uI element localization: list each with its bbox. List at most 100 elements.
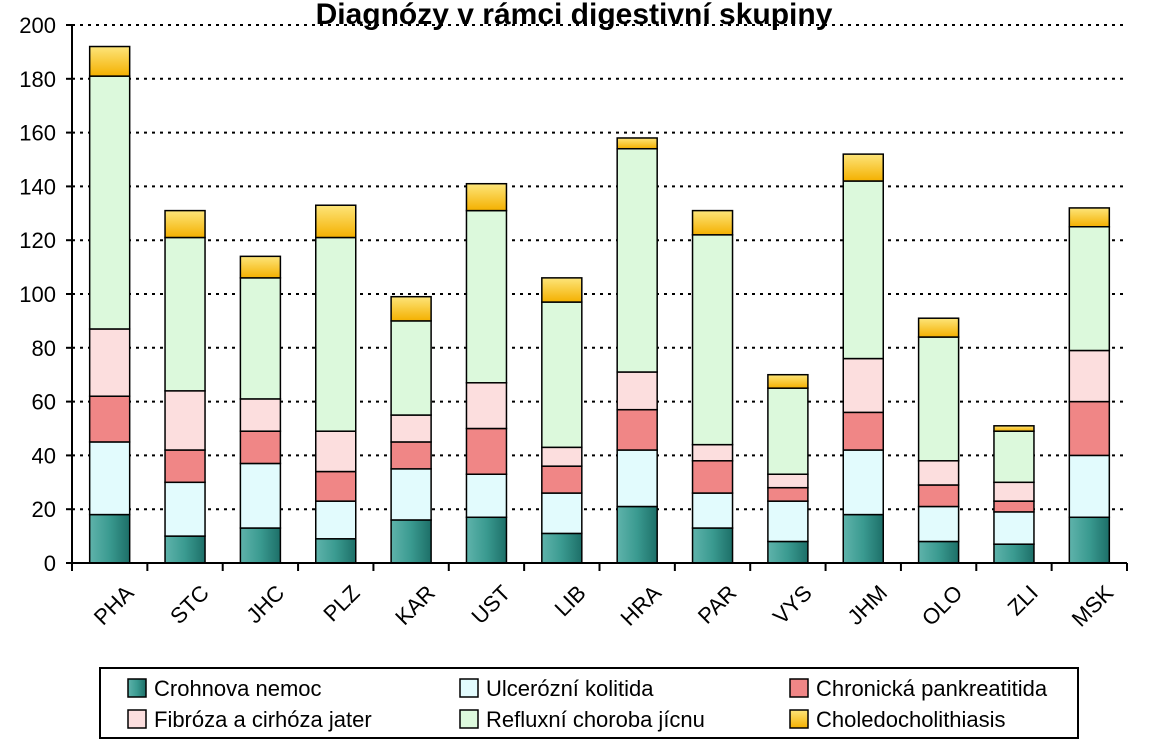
bar-ust-1 (465, 516, 508, 564)
x-tick-label-msk: MSK (1067, 580, 1119, 632)
bar-vys-6 (767, 373, 809, 389)
bar-ust-3 (465, 427, 508, 475)
legend-label-3: Chronická pankreatitida (816, 676, 1048, 701)
bar-plz-5 (315, 236, 357, 432)
bar-msk-1 (1068, 516, 1111, 564)
bar-stc-4 (164, 390, 206, 451)
bar-lib-1 (541, 532, 583, 564)
bar-msk-6 (1068, 207, 1111, 228)
bar-pha-6 (88, 45, 131, 77)
bar-msk-5 (1068, 226, 1111, 352)
bar-stc-5 (164, 236, 206, 392)
bar-vys-5 (767, 387, 809, 475)
bar-zli-4 (993, 481, 1035, 502)
x-tick-label-stc: STC (165, 580, 214, 629)
bar-par-1 (691, 527, 734, 564)
bar-lib-3 (541, 465, 583, 494)
bar-pha-3 (88, 395, 131, 443)
bar-vys-2 (767, 500, 809, 543)
bar-jhm-6 (842, 153, 884, 182)
bar-kar-5 (390, 320, 432, 416)
x-tick-label-hra: HRA (616, 580, 667, 631)
y-tick-label-120: 120 (19, 228, 56, 253)
bar-zli-2 (993, 511, 1035, 545)
x-tick-label-kar: KAR (390, 580, 440, 630)
bar-jhc-1 (239, 527, 282, 564)
y-tick-labels: 0 20 40 60 80 100 120 140 160 180 200 (19, 13, 56, 576)
bar-plz-2 (315, 500, 357, 540)
bar-olo-5 (917, 336, 960, 462)
bar-stc-2 (164, 481, 206, 537)
bar-msk-3 (1068, 400, 1111, 457)
bar-olo-3 (917, 484, 960, 508)
bar-olo-1 (917, 540, 960, 564)
bar-jhm-1 (842, 513, 884, 564)
bar-olo-4 (917, 460, 960, 486)
legend-swatch-3 (789, 678, 809, 698)
grid-lines (72, 24, 1127, 511)
bar-hra-4 (616, 371, 658, 411)
x-tick-label-jhc: JHC (241, 580, 289, 628)
bar-hra-3 (616, 408, 658, 451)
y-tick-label-180: 180 (19, 67, 56, 92)
bar-ust-6 (465, 182, 508, 212)
bar-jhm-2 (842, 449, 884, 516)
x-tick-labels: PHA STC JHC PLZ KAR UST LIB HRA PAR VYS JHM OLO ZLI M… (89, 580, 1119, 632)
bar-plz-4 (315, 430, 357, 473)
bar-hra-1 (616, 505, 658, 564)
bar-plz-6 (315, 204, 357, 239)
legend-swatch-6 (789, 709, 809, 729)
y-tick-label-200: 200 (19, 13, 56, 38)
bar-msk-4 (1068, 349, 1111, 403)
bar-kar-6 (390, 295, 432, 322)
bar-jhc-2 (239, 462, 282, 529)
bar-pha-5 (88, 75, 131, 330)
bar-kar-4 (390, 414, 432, 443)
chart-title: Diagnózy v rámci digestivní skupiny (316, 0, 833, 31)
bar-stc-3 (164, 449, 206, 484)
bar-jhm-3 (842, 411, 884, 451)
bar-vys-3 (767, 486, 809, 502)
bar-lib-4 (541, 446, 583, 467)
bar-lib-2 (541, 492, 583, 535)
bar-pha-4 (88, 328, 131, 397)
y-tick-label-80: 80 (32, 336, 56, 361)
x-tick-label-pha: PHA (89, 580, 139, 630)
bar-par-3 (691, 460, 734, 494)
legend-swatch-5 (459, 709, 479, 729)
bar-jhm-4 (842, 357, 884, 414)
x-tick-label-par: PAR (693, 580, 742, 629)
x-tick-label-vys: VYS (768, 580, 817, 629)
bar-jhc-5 (239, 277, 282, 400)
bar-vys-4 (767, 473, 809, 489)
legend: Crohnova nemoc Ulcerózní kolitida Chronick… (99, 667, 1079, 739)
bar-par-2 (691, 492, 734, 529)
legend-swatch-4 (127, 709, 147, 729)
bar-zli-1 (993, 543, 1035, 564)
x-tick-label-zli: ZLI (1003, 580, 1043, 620)
legend-swatch-2 (459, 678, 479, 698)
bar-jhc-3 (239, 430, 282, 465)
bar-zli-3 (993, 500, 1035, 513)
bar-lib-5 (541, 301, 583, 449)
bar-olo-6 (917, 317, 960, 338)
x-tick-label-ust: UST (467, 580, 516, 629)
bar-stc-6 (164, 209, 206, 239)
x-tick-label-lib: LIB (550, 580, 591, 621)
y-tick-label-140: 140 (19, 174, 56, 199)
axes-group (66, 24, 1128, 571)
legend-swatch-1 (127, 678, 147, 698)
bar-hra-5 (616, 147, 658, 373)
y-tick-label-0: 0 (44, 551, 56, 576)
x-tick-label-plz: PLZ (318, 580, 364, 626)
bar-kar-3 (390, 441, 432, 470)
bar-ust-5 (465, 209, 508, 384)
x-tick-label-jhm: JHM (842, 580, 892, 630)
bar-kar-2 (390, 468, 432, 521)
bar-hra-6 (616, 137, 658, 150)
bar-plz-1 (315, 538, 357, 564)
bar-par-4 (691, 443, 734, 462)
bar-zli-5 (993, 430, 1035, 484)
bar-jhm-5 (842, 180, 884, 360)
